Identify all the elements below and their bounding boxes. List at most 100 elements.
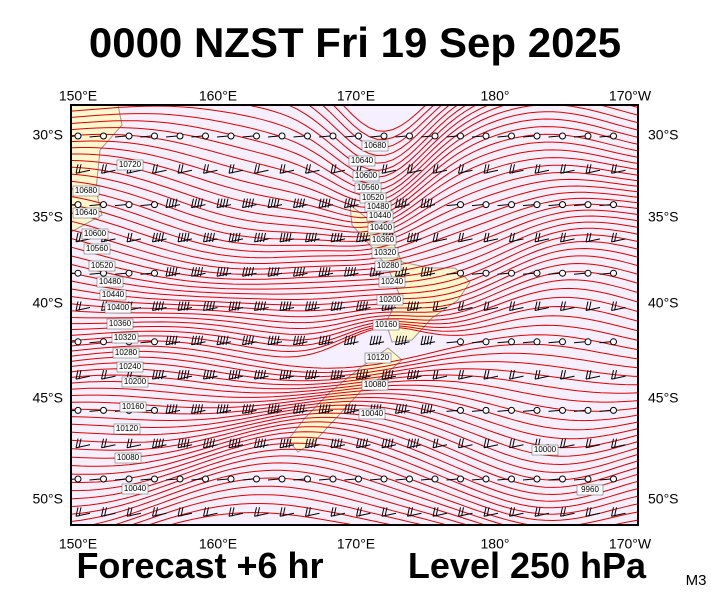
barb-staff — [191, 409, 206, 414]
contour-label-box — [116, 159, 144, 171]
barb-staff — [330, 307, 346, 311]
barb-tick — [200, 335, 203, 345]
barb-tick — [104, 507, 107, 517]
barb-tick — [362, 369, 365, 380]
barb-tick — [78, 301, 82, 311]
barb-tick — [381, 507, 385, 517]
contour-line — [71, 287, 638, 335]
contour-line — [71, 172, 638, 242]
barb-tick — [305, 369, 308, 380]
barb-tick — [365, 438, 368, 448]
barb-staff — [344, 204, 359, 209]
barb-tick — [174, 404, 178, 414]
barb-staff — [560, 238, 575, 243]
barb-staff — [279, 169, 295, 174]
barb-tick — [435, 369, 439, 380]
barb-staff — [522, 478, 535, 481]
barb-tick — [420, 335, 424, 345]
contour-line — [71, 157, 638, 233]
barb-tick — [276, 267, 280, 277]
barb-tick — [200, 267, 203, 277]
contour-label-box — [81, 228, 109, 240]
barb-tick — [560, 232, 563, 243]
barb-tick — [203, 369, 206, 380]
barb-tick — [311, 301, 314, 311]
barb-tick — [282, 232, 286, 243]
contour-label: 10280 — [377, 261, 400, 270]
barb-tick — [314, 438, 317, 448]
barb-tick — [401, 267, 404, 277]
barb-tick — [155, 232, 158, 243]
station — [508, 475, 515, 483]
contour-line — [71, 352, 638, 378]
barb-staff — [420, 272, 436, 277]
barb-tick — [387, 438, 391, 448]
barb-tick — [225, 335, 229, 345]
barb-staff — [381, 512, 397, 517]
barb-tick — [165, 335, 169, 345]
barb-staff — [191, 478, 203, 481]
barb-tick — [197, 404, 200, 414]
barb-staff — [75, 512, 91, 517]
barb-tick — [270, 198, 274, 208]
barb-tick — [129, 232, 133, 243]
barb-tick — [369, 335, 373, 345]
barb-tick — [206, 164, 209, 174]
barb-tick — [534, 232, 538, 243]
barb-tick — [216, 267, 220, 277]
barb-tick — [318, 335, 322, 345]
contour-label-box — [83, 243, 111, 255]
barb-tick — [365, 301, 368, 311]
barb-staff — [293, 135, 305, 138]
contour-line — [71, 431, 638, 502]
barb-staff — [228, 169, 244, 174]
contour-line — [71, 133, 638, 219]
contour-label: 10120 — [116, 424, 139, 433]
contour-line — [71, 209, 638, 275]
barb-tick — [288, 301, 292, 311]
barb-staff — [432, 375, 448, 380]
barb-tick — [486, 438, 490, 448]
contour-label: 10680 — [364, 141, 387, 150]
barb-staff — [585, 307, 601, 311]
barb-tick — [347, 198, 350, 208]
contour-line — [71, 240, 638, 300]
barb-tick — [263, 438, 266, 448]
barb-staff — [152, 307, 167, 311]
barb-tick — [234, 369, 238, 380]
barb-tick — [390, 369, 394, 380]
barb-tick — [563, 301, 566, 311]
station — [151, 406, 158, 414]
barb-staff — [369, 341, 385, 346]
barb-tick — [486, 164, 490, 174]
barb-staff — [305, 512, 320, 517]
barb-tick — [231, 164, 235, 174]
barb-staff — [89, 341, 101, 344]
barb-tick — [251, 335, 254, 345]
barb-tick — [180, 507, 184, 517]
barb-staff — [89, 409, 101, 412]
station — [457, 338, 464, 346]
contour-line — [71, 388, 638, 422]
barb-tick — [560, 301, 563, 311]
barb-staff — [573, 204, 586, 207]
barb-tick — [293, 404, 296, 414]
barb-staff — [560, 512, 575, 517]
barb-tick — [534, 301, 538, 311]
barb-staff — [126, 512, 142, 517]
contour-label-box — [378, 276, 406, 288]
barb-tick — [203, 507, 206, 517]
axes: 150°E 150°E 160°E 160°E 170°E 170°E 180° 180° 17… — [32, 88, 678, 552]
barb-tick — [75, 438, 79, 448]
barb-tick — [336, 438, 340, 448]
contour-label: 10240 — [119, 362, 142, 371]
barb-tick — [381, 164, 385, 174]
contour-line — [71, 448, 638, 522]
map-frame — [70, 104, 639, 526]
contour-label: 10360 — [372, 235, 395, 244]
barb-tick — [288, 438, 292, 448]
barb-tick — [321, 198, 325, 208]
barb-tick — [228, 232, 232, 243]
barb-tick — [432, 369, 436, 380]
contour-line — [71, 368, 638, 386]
